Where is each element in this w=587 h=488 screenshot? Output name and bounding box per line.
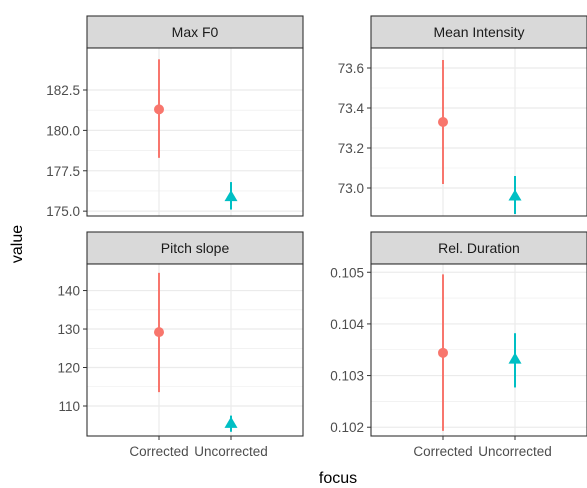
panel-mean-intensity-y-tick-label: 73.2 xyxy=(338,141,364,156)
panel-pitch-slope-title: Pitch slope xyxy=(161,240,230,256)
panel-pitch-slope-y-tick-label: 120 xyxy=(57,361,80,376)
panel-rel-duration-y-tick-label: 0.104 xyxy=(330,317,364,332)
panel-max-f0-y-tick-label: 182.5 xyxy=(46,83,80,98)
panel-mean-intensity-border xyxy=(370,47,587,217)
y-axis-title: value xyxy=(9,225,26,263)
panel-max-f0: Max F0 175.0 177.5 180.0 182.5 xyxy=(46,15,304,219)
panel-max-f0-border xyxy=(86,47,304,217)
panel-max-f0-uncorrected-point xyxy=(224,190,238,202)
panel-pitch-slope-strip xyxy=(86,231,304,265)
panel-max-f0-background xyxy=(87,48,303,216)
panel-mean-intensity-y-tick-label: 73.6 xyxy=(338,61,364,76)
panel-rel-duration-uncorrected-point xyxy=(508,352,522,364)
panel-max-f0-corrected-point xyxy=(154,104,164,115)
panel-pitch-slope-y-tick-label: 110 xyxy=(58,399,80,414)
panel-max-f0-title: Max F0 xyxy=(172,24,219,40)
panel-pitch-slope-x-tick-label-uncorrected: Uncorrected xyxy=(194,444,268,459)
panel-mean-intensity: Mean Intensity 73.0 73.2 73.4 73.6 xyxy=(338,15,587,217)
panel-pitch-slope-y-tick-label: 130 xyxy=(57,322,80,337)
panel-max-f0-y-tick-label: 177.5 xyxy=(46,164,80,179)
panel-pitch-slope-x-tick-label-corrected: Corrected xyxy=(129,444,188,459)
panel-mean-intensity-title: Mean Intensity xyxy=(433,24,524,40)
panel-mean-intensity-corrected-point xyxy=(438,117,448,127)
panel-mean-intensity-y-tick-label: 73.4 xyxy=(338,101,365,116)
panel-mean-intensity-background xyxy=(371,48,587,216)
panel-rel-duration-x-tick-label-uncorrected: Uncorrected xyxy=(478,444,552,459)
panel-mean-intensity-y-tick-label: 73.0 xyxy=(338,181,364,196)
panel-rel-duration-corrected-point xyxy=(438,347,448,358)
panel-mean-intensity-uncorrected-point xyxy=(508,189,522,201)
x-axis-title: focus xyxy=(319,470,357,487)
panel-mean-intensity-strip xyxy=(370,15,587,49)
panel-pitch-slope-border xyxy=(86,263,304,437)
panel-pitch-slope-corrected-point xyxy=(154,327,164,338)
panel-rel-duration-x-tick-label-corrected: Corrected xyxy=(413,444,472,459)
panel-pitch-slope-y-tick-label: 140 xyxy=(57,284,80,299)
panel-rel-duration-title: Rel. Duration xyxy=(438,240,520,256)
panel-rel-duration: Rel. Duration 0.102 0.103 0.104 0.105 Correct… xyxy=(330,231,587,459)
panel-max-f0-y-tick-label: 180.0 xyxy=(46,123,80,138)
panel-max-f0-y-tick-label: 175.0 xyxy=(46,204,80,219)
panel-rel-duration-y-tick-label: 0.105 xyxy=(330,265,364,280)
panel-pitch-slope: Pitch slope 110 120 130 140 Corrected Uncorrec… xyxy=(57,231,304,459)
panel-rel-duration-y-tick-label: 0.103 xyxy=(330,369,364,384)
panel-max-f0-strip xyxy=(86,15,304,49)
panel-rel-duration-y-tick-label: 0.102 xyxy=(330,420,364,435)
panel-rel-duration-strip xyxy=(370,231,587,265)
panel-rel-duration-border xyxy=(370,263,587,437)
panel-pitch-slope-uncorrected-point xyxy=(224,416,238,428)
panel-pitch-slope-background xyxy=(87,264,303,436)
